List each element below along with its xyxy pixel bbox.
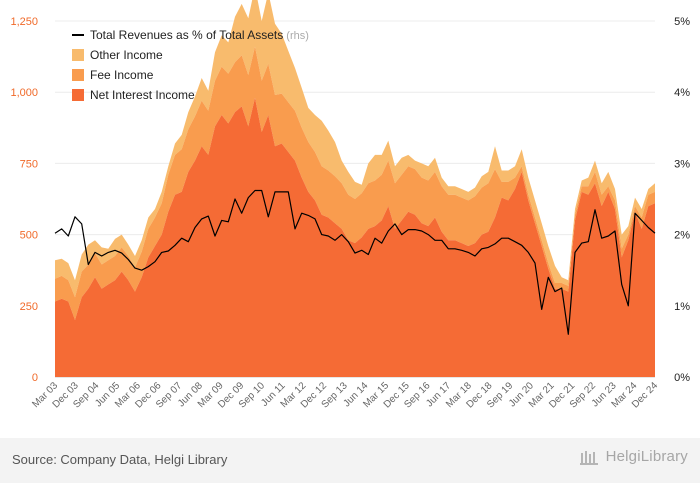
area-fee-income <box>55 46 655 320</box>
legend-swatch <box>72 89 84 101</box>
left-tick-label: 500 <box>20 230 38 242</box>
library-logo-icon <box>579 450 598 465</box>
legend: Total Revenues as % of Total Assets (rhs… <box>72 28 309 102</box>
right-axis: 0% 1% 2% 3% 4% 5% <box>674 16 690 384</box>
left-tick-label: 250 <box>20 301 38 313</box>
left-tick-label: 1,250 <box>10 16 38 28</box>
right-tick-label: 2% <box>674 230 690 242</box>
series-line-total-revenues-pct <box>54 189 656 335</box>
left-tick-label: 750 <box>20 158 38 170</box>
legend-swatch <box>72 49 84 61</box>
brand-text: HelgiLibrary <box>605 448 688 465</box>
legend-label: Fee Income <box>90 68 154 82</box>
right-tick-label: 4% <box>674 87 690 99</box>
legend-swatch <box>72 69 84 81</box>
revenue-ratio-line <box>54 189 656 335</box>
legend-label: Total Revenues as % of Total Assets (rhs… <box>90 28 309 42</box>
footer: Source: Company Data, Helgi Library Helg… <box>0 438 700 483</box>
area-other-income <box>55 0 655 298</box>
legend-label: Net Interest Income <box>90 88 195 102</box>
right-tick-label: 1% <box>674 301 690 313</box>
area-net-interest-income <box>55 97 655 378</box>
right-tick-label: 3% <box>674 158 690 170</box>
stacked-areas <box>55 0 655 378</box>
left-axis: 0 250 500 750 1,000 1,250 <box>10 16 38 384</box>
brand: HelgiLibrary <box>579 448 688 465</box>
left-tick-label: 1,000 <box>10 87 38 99</box>
right-tick-label: 0% <box>674 372 690 384</box>
left-tick-label: 0 <box>32 372 38 384</box>
legend-label: Other Income <box>90 48 163 62</box>
chart: 0 250 500 750 1,000 1,250 0% 1% 2% 3% 4% 5% Mar 03… <box>10 0 690 411</box>
right-tick-label: 5% <box>674 16 690 28</box>
source-text: Source: Company Data, Helgi Library <box>12 452 228 467</box>
